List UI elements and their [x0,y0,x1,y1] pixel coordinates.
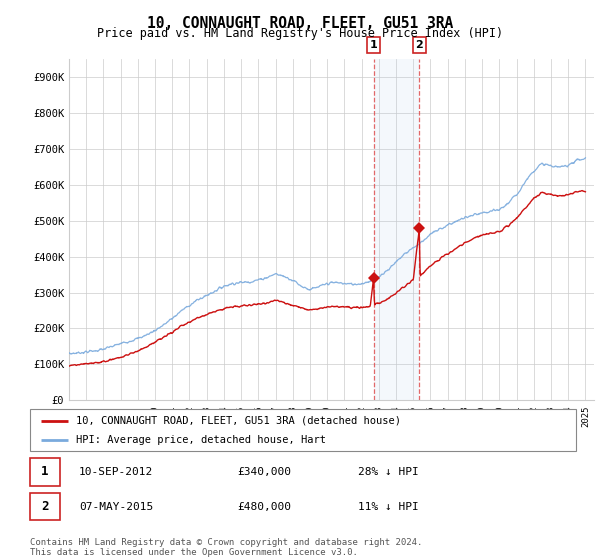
Text: Contains HM Land Registry data © Crown copyright and database right 2024.
This d: Contains HM Land Registry data © Crown c… [30,538,422,557]
Text: 2: 2 [41,500,49,513]
Text: 11% ↓ HPI: 11% ↓ HPI [358,502,418,511]
Text: HPI: Average price, detached house, Hart: HPI: Average price, detached house, Hart [76,435,326,445]
FancyBboxPatch shape [30,458,60,486]
Text: 1: 1 [41,465,49,478]
Text: 10-SEP-2012: 10-SEP-2012 [79,467,154,477]
Bar [373,59,419,400]
Text: 10, CONNAUGHT ROAD, FLEET, GU51 3RA (detached house): 10, CONNAUGHT ROAD, FLEET, GU51 3RA (det… [76,416,401,426]
Text: 07-MAY-2015: 07-MAY-2015 [79,502,154,511]
Text: £480,000: £480,000 [238,502,292,511]
Text: 28% ↓ HPI: 28% ↓ HPI [358,467,418,477]
Text: Price paid vs. HM Land Registry's House Price Index (HPI): Price paid vs. HM Land Registry's House … [97,27,503,40]
FancyBboxPatch shape [30,409,576,451]
Text: £340,000: £340,000 [238,467,292,477]
Text: 10, CONNAUGHT ROAD, FLEET, GU51 3RA: 10, CONNAUGHT ROAD, FLEET, GU51 3RA [147,16,453,31]
Text: 1: 1 [370,40,377,50]
FancyBboxPatch shape [30,493,60,520]
Text: 2: 2 [415,40,423,50]
